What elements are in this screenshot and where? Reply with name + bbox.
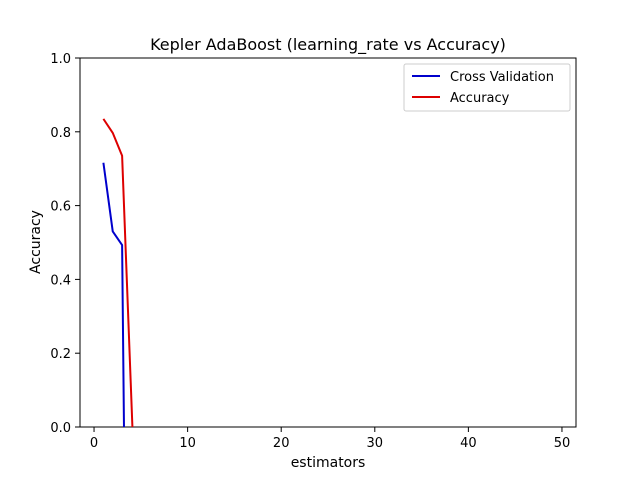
x-tick-label: 20 — [273, 436, 290, 451]
series-line-cross-validation — [102, 162, 125, 428]
y-axis-ticks: 0.0 0.2 0.4 0.6 0.8 1.0 — [50, 52, 80, 436]
y-axis-label: Accuracy — [28, 210, 44, 274]
x-tick-label: 0 — [90, 436, 98, 451]
y-tick-label: 0.2 — [50, 347, 71, 362]
x-tick-label: 30 — [367, 436, 384, 451]
chart-title: Kepler AdaBoost (learning_rate vs Accura… — [150, 35, 506, 55]
series-layer — [102, 118, 134, 428]
legend-label-cross-validation: Cross Validation — [450, 70, 554, 85]
y-tick-label: 0.4 — [50, 273, 71, 288]
plot-area: 0 10 20 30 40 50 0.0 0.2 0.4 0.6 0.8 1.0 — [50, 52, 577, 451]
series-line-accuracy — [102, 118, 134, 428]
x-axis-ticks: 0 10 20 30 40 50 — [90, 427, 570, 451]
y-tick-label: 1.0 — [50, 52, 71, 67]
y-tick-label: 0.8 — [50, 126, 71, 141]
legend: Cross Validation Accuracy — [403, 63, 571, 112]
y-tick-label: 0.0 — [50, 421, 71, 436]
x-tick-label: 50 — [554, 436, 571, 451]
legend-box — [403, 63, 571, 112]
x-tick-label: 40 — [460, 436, 477, 451]
legend-label-accuracy: Accuracy — [450, 91, 510, 106]
y-tick-label: 0.6 — [50, 200, 71, 215]
x-tick-label: 10 — [179, 436, 196, 451]
x-axis-label: estimators — [291, 455, 366, 471]
plot-frame — [79, 57, 577, 428]
